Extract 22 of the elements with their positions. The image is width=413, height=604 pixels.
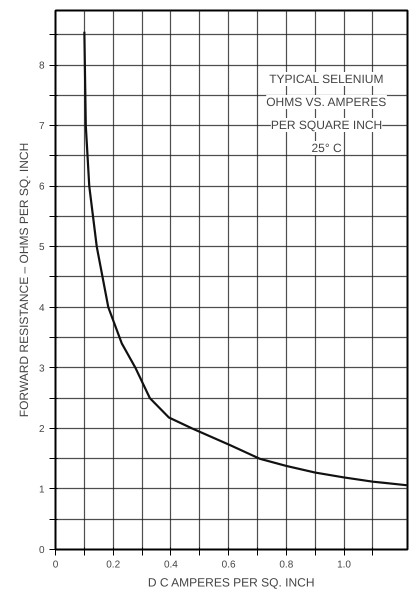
annotation: OHMS VS. AMPERES (266, 94, 386, 109)
x-tick-label: 0.6 (222, 560, 236, 570)
annotation: 25° C (311, 141, 342, 155)
y-tick-label: 4 (38, 302, 45, 314)
annotation: TYPICAL SELENIUM (269, 72, 384, 86)
y-tick-label: 7 (38, 121, 45, 132)
annotation: PER SQUARE INCH (270, 118, 382, 132)
x-tick-label: 1.0 (337, 560, 352, 570)
y-tick-label: 1 (38, 484, 45, 496)
line-series (83, 30, 408, 486)
y-axis-title: FORWARD RESISTANCE – OHMS PER SQ. INCH (16, 142, 31, 418)
x-tick-label: 0.8 (279, 560, 294, 570)
x-tick-label: 0.4 (164, 560, 178, 570)
y-tick-label: 3 (38, 363, 45, 374)
y-tick-label: 5 (38, 242, 45, 254)
y-tick-label: 6 (38, 182, 45, 193)
x-tick-label: 0.2 (106, 560, 121, 570)
x-axis-title: D C AMPERES PER SQ. INCH (148, 576, 315, 590)
x-tick-label: 0 (52, 560, 59, 570)
y-tick-label: 2 (38, 424, 45, 435)
y-tick-label: 8 (38, 60, 45, 72)
y-tick-label: 0 (38, 545, 45, 556)
